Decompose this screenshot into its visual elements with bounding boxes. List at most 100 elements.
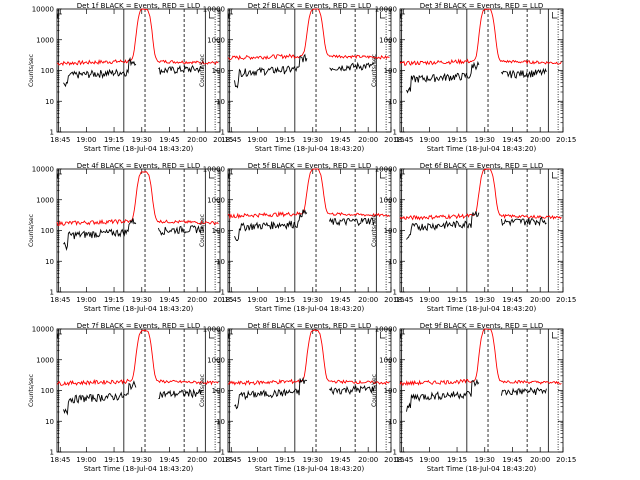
panel-title: Det 7f BLACK = Events, RED = LLD — [77, 322, 200, 330]
y-tick-label: 10000 — [203, 326, 225, 334]
x-tick-label: 20:00 — [358, 456, 378, 464]
panel-title: Det 9f BLACK = Events, RED = LLD — [420, 322, 543, 330]
corner-marker — [552, 172, 558, 179]
y-tick-label: 100 — [41, 227, 54, 235]
x-tick-label: 18:45 — [221, 136, 241, 144]
x-tick-label: 19:30 — [132, 296, 152, 304]
panel-det-2: Det 2f BLACK = Events, RED = LLD 1 10 100 10… — [199, 2, 404, 153]
panel-det-7: Det 7f BLACK = Events, RED = LLD 1 10 100 10… — [28, 322, 233, 473]
y-axis-title: Counts/sec — [371, 54, 378, 87]
panel-det-8: Det 8f BLACK = Events, RED = LLD 1 10 100 10… — [199, 322, 404, 473]
corner-marker — [552, 12, 558, 19]
y-tick-label: 100 — [212, 227, 225, 235]
series-red-lld — [56, 329, 219, 387]
x-tick-label: 19:15 — [275, 456, 295, 464]
y-tick-label: 10 — [388, 98, 397, 106]
x-axis-title: Start Time (18-Jul-04 18:43:20) — [255, 145, 365, 153]
x-tick-label: 20:15 — [213, 136, 233, 144]
x-tick-label: 19:00 — [419, 296, 439, 304]
y-tick-label: 1 — [393, 449, 397, 457]
y-tick-label: 10000 — [203, 6, 225, 14]
x-tick-label: 19:45 — [502, 136, 522, 144]
plot-frame — [227, 168, 392, 293]
panel-title: Det 5f BLACK = Events, RED = LLD — [248, 162, 371, 170]
x-tick-label: 19:00 — [76, 296, 96, 304]
x-tick-label: 18:45 — [50, 296, 70, 304]
x-tick-label: 19:15 — [447, 456, 467, 464]
x-axis-title: Start Time (18-Jul-04 18:43:20) — [255, 465, 365, 473]
x-axis-title: Start Time (18-Jul-04 18:43:20) — [255, 305, 365, 313]
y-tick-label: 10 — [388, 418, 397, 426]
series-red-lld — [399, 328, 562, 387]
y-tick-label: 1 — [221, 289, 225, 297]
y-tick-label: 1 — [50, 449, 54, 457]
plot-frame — [399, 168, 564, 293]
y-tick-label: 1000 — [207, 196, 225, 204]
y-tick-label: 100 — [212, 387, 225, 395]
corner-marker — [400, 13, 405, 18]
y-tick-label: 100 — [212, 67, 225, 75]
corner-marker — [380, 172, 386, 179]
y-tick-label: 1000 — [36, 356, 54, 364]
x-tick-label: 20:15 — [556, 136, 576, 144]
x-tick-label: 19:30 — [303, 456, 323, 464]
x-tick-label: 19:45 — [330, 136, 350, 144]
corner-marker — [57, 173, 62, 178]
y-tick-label: 100 — [384, 67, 397, 75]
x-tick-label: 20:15 — [384, 456, 404, 464]
panel-title: Det 1f BLACK = Events, RED = LLD — [77, 2, 200, 10]
x-tick-label: 19:45 — [159, 136, 179, 144]
x-tick-label: 19:00 — [247, 136, 267, 144]
series-black-events — [234, 53, 375, 89]
x-tick-label: 20:00 — [187, 136, 207, 144]
y-tick-label: 10000 — [32, 166, 54, 174]
y-tick-label: 100 — [384, 227, 397, 235]
y-tick-label: 100 — [41, 67, 54, 75]
x-tick-label: 20:15 — [213, 296, 233, 304]
series-black-events — [234, 377, 375, 410]
x-tick-label: 20:15 — [384, 136, 404, 144]
corner-marker — [380, 332, 386, 339]
x-tick-label: 19:45 — [502, 456, 522, 464]
y-tick-label: 100 — [41, 387, 54, 395]
y-tick-label: 10000 — [375, 166, 397, 174]
panel-det-1: Det 1f BLACK = Events, RED = LLD 1 10 100 10… — [28, 2, 233, 153]
x-tick-label: 19:00 — [419, 136, 439, 144]
x-tick-label: 19:45 — [159, 456, 179, 464]
x-tick-label: 19:15 — [447, 296, 467, 304]
panel-title: Det 6f BLACK = Events, RED = LLD — [420, 162, 543, 170]
x-tick-label: 19:30 — [475, 136, 495, 144]
x-tick-label: 19:45 — [159, 296, 179, 304]
y-tick-label: 1000 — [379, 356, 397, 364]
y-tick-label: 10000 — [32, 6, 54, 14]
corner-marker — [209, 12, 215, 19]
y-tick-label: 10 — [216, 98, 225, 106]
y-tick-label: 10000 — [375, 326, 397, 334]
x-tick-label: 19:15 — [275, 136, 295, 144]
x-tick-label: 19:15 — [104, 456, 124, 464]
x-tick-label: 20:00 — [187, 296, 207, 304]
x-axis-title: Start Time (18-Jul-04 18:43:20) — [84, 145, 194, 153]
x-axis-title: Start Time (18-Jul-04 18:43:20) — [427, 145, 537, 153]
y-tick-label: 10000 — [375, 6, 397, 14]
y-axis-title: Counts/sec — [28, 54, 35, 87]
x-tick-label: 20:15 — [213, 456, 233, 464]
series-black-events — [406, 378, 547, 412]
panel-det-5: Det 5f BLACK = Events, RED = LLD 1 10 100 10… — [199, 162, 404, 313]
series-red-lld — [227, 8, 390, 61]
corner-marker — [552, 332, 558, 339]
y-axis-title: Counts/sec — [371, 374, 378, 407]
x-axis-title: Start Time (18-Jul-04 18:43:20) — [427, 305, 537, 313]
series-red-lld — [56, 8, 219, 67]
corner-marker — [228, 333, 233, 338]
y-axis-title: Counts/sec — [199, 54, 206, 87]
panel-title: Det 4f BLACK = Events, RED = LLD — [77, 162, 200, 170]
y-axis-title: Counts/sec — [28, 214, 35, 247]
corner-marker — [57, 333, 62, 338]
y-tick-label: 1000 — [207, 356, 225, 364]
y-tick-label: 10 — [216, 258, 225, 266]
x-tick-label: 19:45 — [502, 296, 522, 304]
y-tick-label: 1 — [393, 289, 397, 297]
corner-marker — [228, 173, 233, 178]
